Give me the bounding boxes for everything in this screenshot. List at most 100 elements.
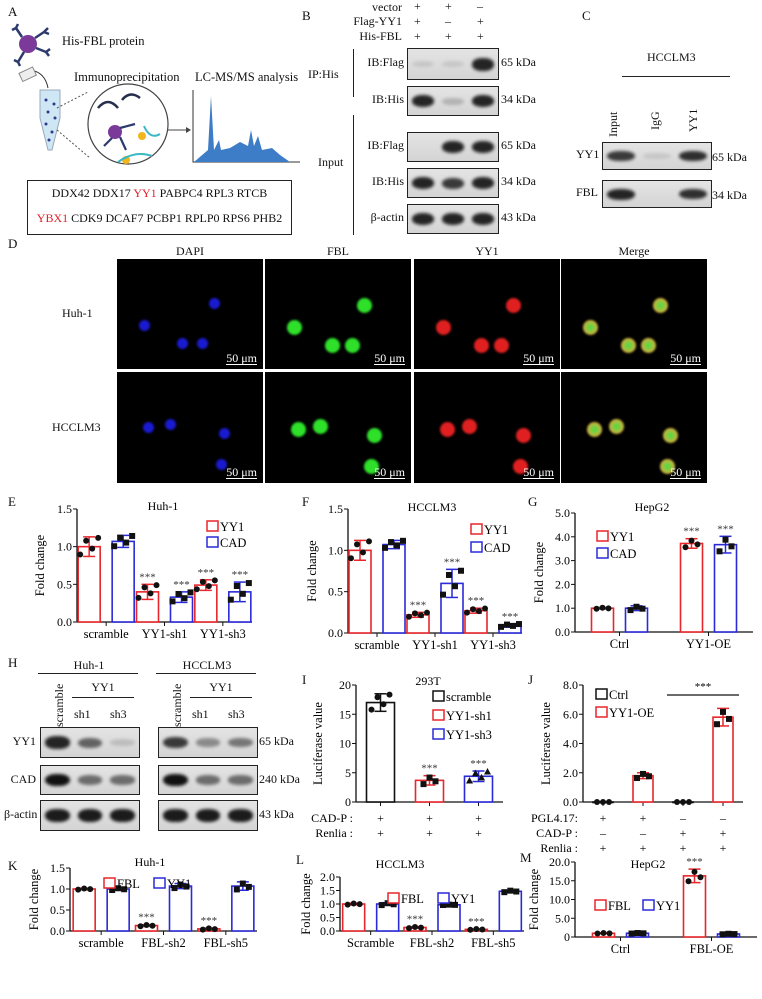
legend-label: scramble <box>446 690 492 704</box>
y-tick-label: 0 <box>345 795 351 809</box>
data-point <box>386 691 393 698</box>
protein-band <box>228 737 254 748</box>
protein-band <box>411 95 435 108</box>
panel-label-e: E <box>8 494 16 509</box>
protein-band <box>77 737 103 748</box>
data-point <box>117 534 124 541</box>
significance-label: *** <box>232 569 249 581</box>
y-tick-label: 1.5 <box>57 502 72 516</box>
data-point <box>406 925 412 932</box>
bar-yy1 <box>231 885 255 932</box>
y-tick-label: 0.0 <box>57 615 72 629</box>
data-point <box>245 883 252 890</box>
legend-swatch <box>432 709 445 721</box>
significance-label: *** <box>173 579 190 591</box>
data-point <box>89 545 96 552</box>
data-point <box>149 922 156 929</box>
interactor-line-1: DDX42 DDX17 YY1 PABPC4 RPL3 RTCB <box>28 181 291 206</box>
condition-mark: + <box>720 826 727 840</box>
western-blot <box>407 168 499 198</box>
protein-band <box>441 60 465 68</box>
protein-band <box>44 736 70 749</box>
protein-band <box>110 739 136 746</box>
protein-band <box>471 95 495 108</box>
x-tick-label: YY1-OE <box>686 637 731 651</box>
data-point <box>501 889 508 896</box>
bar-scramble <box>365 701 396 803</box>
condition-mark: – <box>599 826 607 840</box>
data-point <box>516 621 522 628</box>
significance-label: *** <box>468 595 485 607</box>
panel-label-h: H <box>8 655 18 670</box>
cell-line-label: Huh-1 <box>62 306 93 320</box>
data-point <box>600 930 607 937</box>
data-point <box>137 923 144 930</box>
data-point <box>634 775 640 782</box>
bracket-input <box>353 115 355 235</box>
y-axis-label: Luciferase value <box>539 702 553 785</box>
condition-mark: + <box>426 826 433 840</box>
y-tick-label: 1.0 <box>328 543 343 557</box>
chart-title: HCCLM3 <box>376 857 425 871</box>
data-point <box>412 924 418 931</box>
data-point <box>458 567 464 574</box>
condition-mark: + <box>414 14 421 28</box>
bar-yy1 <box>498 890 523 932</box>
data-point <box>193 586 200 593</box>
y-tick-label: 4.0 <box>555 530 570 544</box>
data-point <box>147 590 154 597</box>
cell-nucleus <box>513 458 529 474</box>
condition-mark: + <box>477 29 484 43</box>
western-blot <box>158 765 258 795</box>
data-point <box>479 926 486 933</box>
data-point <box>627 607 634 614</box>
data-point <box>594 930 601 937</box>
panel-label-k: K <box>8 858 18 873</box>
y-axis-label: Fold change <box>532 541 546 603</box>
condition-mark: – <box>477 0 483 13</box>
fluorescence-image: 50 μm <box>561 259 707 369</box>
bar-yy1-oe <box>712 716 734 803</box>
legend-label: FBL <box>608 899 631 913</box>
data-point <box>350 900 357 907</box>
panel-label-g: G <box>528 494 538 509</box>
legend-swatch <box>470 523 483 535</box>
protein-band <box>162 773 188 787</box>
x-tick-label: YY1-sh1 <box>142 627 188 641</box>
interactor-list-box: DDX42 DDX17 YY1 PABPC4 RPL3 RTCB YBX1 CD… <box>27 180 292 235</box>
data-point <box>424 609 430 616</box>
y-tick-label: 0.5 <box>50 903 65 917</box>
protein-band <box>441 213 465 226</box>
data-point <box>467 926 474 933</box>
kda-label: 43 kDa <box>501 210 536 224</box>
y-tick-label: 20 <box>339 678 351 692</box>
data-point <box>680 799 686 805</box>
legend-label: YY1-OE <box>609 706 654 720</box>
cell-nucleus <box>494 338 510 354</box>
fluorescence-image: 50 μm <box>117 372 263 483</box>
cell-line-title: Huh-1 <box>73 658 105 672</box>
significance-label: *** <box>686 856 703 868</box>
bar-fbl <box>341 903 366 932</box>
y-tick-label: 8.0 <box>563 678 578 692</box>
data-point <box>605 605 612 612</box>
data-point <box>227 596 234 603</box>
x-tick-label: FBL-sh5 <box>471 936 515 950</box>
data-point <box>722 536 729 543</box>
y-tick-label: 0.5 <box>320 911 335 925</box>
significance-label: *** <box>683 526 700 538</box>
western-blot <box>407 48 499 80</box>
cell-nucleus <box>216 458 228 470</box>
protein-band <box>110 809 136 822</box>
protein-band <box>195 738 221 747</box>
chart-title: HCCLM3 <box>408 500 457 514</box>
protein-band <box>471 57 495 71</box>
condition-mark: + <box>445 0 452 13</box>
panel-label-j: J <box>528 672 534 687</box>
protein-band <box>162 809 188 822</box>
data-point <box>440 591 446 598</box>
y-tick-label: 3.0 <box>555 554 570 568</box>
legend-label: YY1-sh1 <box>446 709 492 723</box>
condition-mark: – <box>639 826 647 840</box>
fluorescence-image: 50 μm <box>265 372 411 483</box>
